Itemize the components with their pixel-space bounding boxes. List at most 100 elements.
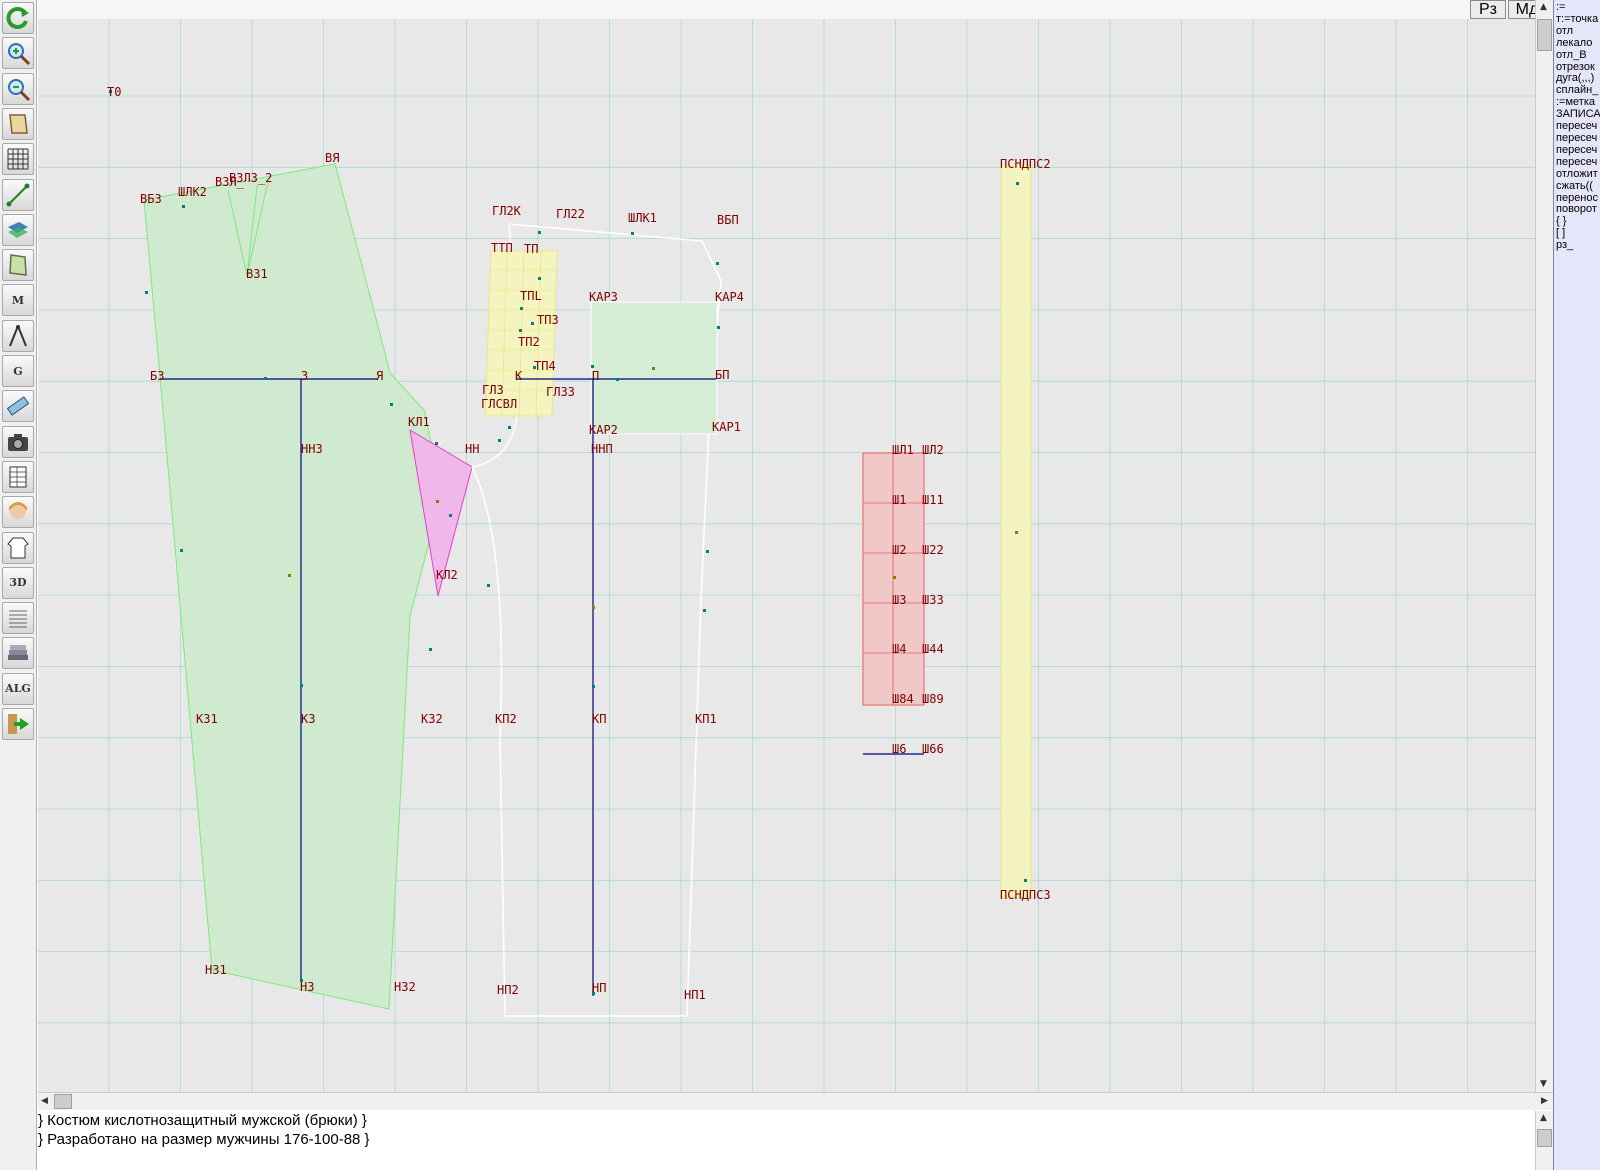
- label-sh84: Ш84: [892, 692, 914, 706]
- grid-icon: [5, 146, 31, 172]
- rz-button[interactable]: Рз: [1470, 0, 1506, 19]
- refresh-icon: [5, 5, 31, 31]
- label-kz: КЗ: [301, 712, 315, 726]
- label-nz1: НЗ1: [205, 963, 227, 977]
- label-np2: НП2: [497, 983, 519, 997]
- command-item[interactable]: пересеч: [1556, 155, 1598, 168]
- camera-icon: [5, 429, 31, 455]
- label-kl1: КЛ1: [408, 415, 430, 429]
- books-tool-button[interactable]: [2, 637, 34, 670]
- label-z: З: [301, 369, 308, 383]
- piece-tool-button[interactable]: [2, 249, 34, 282]
- label-tp: ТП: [524, 242, 538, 256]
- grading-g-tool-button[interactable]: G: [2, 355, 34, 387]
- scroll-up-icon[interactable]: ▲: [1540, 2, 1547, 12]
- label-shl1: ШЛ1: [892, 443, 914, 457]
- compass-tool-button[interactable]: [2, 319, 34, 352]
- status-scroll-up-icon[interactable]: ▲: [1540, 1113, 1547, 1123]
- label-pond2: ПСНДПС2: [1000, 157, 1051, 171]
- command-item[interactable]: рз_: [1556, 239, 1574, 252]
- command-item[interactable]: поворот: [1556, 203, 1597, 216]
- command-item[interactable]: { }: [1556, 215, 1567, 228]
- ruler-tool-button[interactable]: [2, 390, 34, 423]
- label-p: П: [592, 369, 599, 383]
- horizontal-scrollbar[interactable]: ◀ ▶: [38, 1092, 1553, 1110]
- camera-tool-button[interactable]: [2, 425, 34, 458]
- 3d-view-tool-button[interactable]: 3D: [2, 566, 34, 599]
- label-shlk1: ШЛК1: [628, 211, 657, 225]
- document-tool-button[interactable]: [2, 602, 34, 635]
- drawing-canvas[interactable]: Т0 ВБ3 ШЛК2 В3Л_ В3Л3_2 ВЯ ВЗ1 БЗ З Я КЛ…: [38, 19, 1535, 1092]
- command-item[interactable]: лекало: [1556, 36, 1593, 49]
- label-tp4: ТП4: [534, 359, 556, 373]
- exit-icon: [5, 711, 31, 737]
- label-tp2: ТП2: [518, 335, 540, 349]
- label-kp2: КП2: [495, 712, 517, 726]
- zoom-out-tool-button[interactable]: [2, 72, 34, 105]
- label-sh4: Ш4: [892, 642, 906, 656]
- status-scrollbar[interactable]: ▲: [1535, 1111, 1553, 1170]
- front-crotch-curve: [471, 466, 687, 1017]
- label-sh3: Ш3: [892, 593, 906, 607]
- line-tool-tool-button[interactable]: [2, 178, 34, 211]
- label-nnz: ННЗ: [301, 442, 323, 456]
- command-item[interactable]: отл_В: [1556, 48, 1587, 61]
- command-item[interactable]: ЗАПИСА: [1556, 108, 1600, 121]
- pattern-tool-button[interactable]: [2, 107, 34, 140]
- label-sh11: Ш11: [922, 493, 944, 507]
- piece-icon: [5, 252, 31, 278]
- horizontal-scroll-thumb[interactable]: [54, 1094, 72, 1109]
- command-item[interactable]: отл: [1556, 24, 1574, 37]
- scroll-right-icon[interactable]: ▶: [1541, 1096, 1548, 1106]
- document-icon: [5, 605, 31, 631]
- command-item[interactable]: перенос: [1556, 191, 1599, 204]
- label-v3l3-2: В3Л3_2: [229, 171, 272, 185]
- spreadsheet-tool-button[interactable]: [2, 460, 34, 493]
- command-item[interactable]: [ ]: [1556, 227, 1566, 240]
- zoom-in-tool-button[interactable]: [2, 37, 34, 70]
- status-line-1: } Костюм кислотнозащитный мужской (брюки…: [38, 1112, 367, 1129]
- command-item[interactable]: :=метка: [1556, 96, 1596, 109]
- grid-tool-button[interactable]: [2, 143, 34, 176]
- command-item[interactable]: дуга(,,,): [1556, 72, 1595, 85]
- label-t0: Т0: [107, 85, 121, 99]
- command-item[interactable]: :=: [1556, 1, 1566, 13]
- zoom-in-icon: [5, 40, 31, 66]
- measure-m-tool-button[interactable]: M: [2, 284, 34, 317]
- scroll-down-icon[interactable]: ▼: [1540, 1079, 1547, 1089]
- scroll-left-icon[interactable]: ◀: [41, 1096, 48, 1106]
- vertical-scrollbar[interactable]: ▲ ▼: [1535, 0, 1553, 1092]
- garment-tool-button[interactable]: [2, 531, 34, 564]
- command-item[interactable]: сплайн_: [1556, 84, 1599, 97]
- point-markers: [109, 90, 1027, 995]
- command-item[interactable]: отложит: [1556, 167, 1598, 180]
- command-item[interactable]: пересеч: [1556, 120, 1598, 133]
- algorithm-tool-button[interactable]: ALG: [2, 672, 34, 705]
- layers-tool-button[interactable]: [2, 213, 34, 246]
- label-kar2: КАР2: [589, 423, 618, 437]
- command-item[interactable]: отрезок: [1556, 60, 1595, 73]
- label-vya: ВЯ: [325, 151, 339, 165]
- label-gl2k: ГЛ2К: [492, 204, 522, 218]
- label-nn: НН: [465, 442, 479, 456]
- label-nz: НЗ: [300, 980, 314, 994]
- label-ttp: ТТП: [491, 241, 513, 255]
- exit-tool-button[interactable]: [2, 708, 34, 740]
- point-labels: Т0 ВБ3 ШЛК2 В3Л_ В3Л3_2 ВЯ ВЗ1 БЗ З Я КЛ…: [107, 85, 1051, 1002]
- label-sh1: Ш1: [892, 493, 906, 507]
- label-nnp: ННП: [591, 442, 613, 456]
- crotch-piece[interactable]: [409, 429, 473, 597]
- command-item[interactable]: пересеч: [1556, 143, 1598, 156]
- status-scroll-thumb[interactable]: [1537, 1129, 1552, 1147]
- vertical-scroll-thumb[interactable]: [1537, 19, 1552, 51]
- label-tp3: ТП3: [537, 313, 559, 327]
- label-vb3: ВБ3: [140, 192, 162, 206]
- label-kz2: КЗ2: [421, 712, 443, 726]
- command-item[interactable]: сжать((: [1556, 179, 1593, 192]
- status-text-area[interactable]: } Костюм кислотнозащитный мужской (брюки…: [38, 1111, 1535, 1170]
- compass-icon: [5, 323, 31, 349]
- avatar-tool-button[interactable]: [2, 496, 34, 529]
- command-item[interactable]: пересеч: [1556, 131, 1598, 144]
- refresh-tool-button[interactable]: [2, 2, 34, 34]
- command-item[interactable]: т:=точка: [1556, 12, 1599, 25]
